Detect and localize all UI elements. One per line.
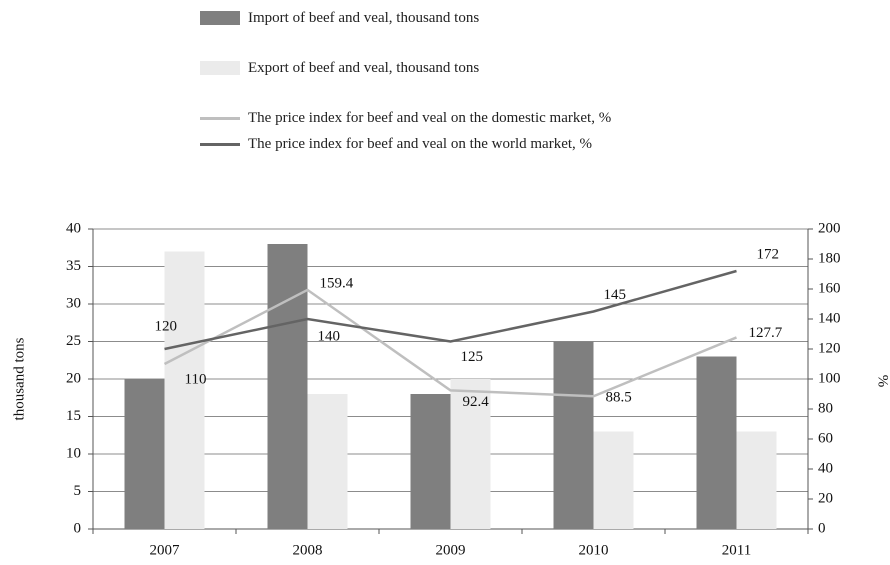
y-tick-label: 20 [66,370,81,386]
y2-tick-label: 200 [818,220,841,236]
data-label: 127.7 [749,325,783,341]
y-axis-label: thousand tons [11,337,27,420]
data-label: 172 [757,246,780,262]
legend-label: Export of beef and veal, thousand tons [248,60,480,76]
bar [124,379,165,529]
legend-label: Import of beef and veal, thousand tons [248,10,480,26]
y2-tick-label: 0 [818,520,826,536]
data-label: 125 [461,349,484,365]
legend-label: The price index for beef and veal on the… [248,110,612,126]
y2-tick-label: 140 [818,310,841,326]
y2-tick-label: 80 [818,400,833,416]
y2-tick-label: 180 [818,250,841,266]
legend-swatch [200,143,240,146]
x-tick-label: 2007 [150,542,181,558]
data-label: 88.5 [606,390,632,406]
y2-tick-label: 20 [818,490,833,506]
data-label: 140 [318,328,341,344]
data-label: 120 [155,318,178,334]
y2-tick-label: 120 [818,340,841,356]
bar [553,341,594,529]
x-tick-label: 2011 [722,542,751,558]
legend-item: The price index for beef and veal on the… [200,108,720,128]
bar [267,244,308,529]
y2-tick-label: 160 [818,280,841,296]
y2-tick-label: 40 [818,460,833,476]
legend-item: Export of beef and veal, thousand tons [200,58,720,78]
y2-axis-label: % [875,375,890,388]
data-label: 110 [185,371,207,387]
y2-tick-label: 60 [818,430,833,446]
legend-item: Import of beef and veal, thousand tons [200,8,720,28]
bar [164,251,205,529]
y-tick-label: 35 [66,258,81,274]
legend-swatch [200,61,240,75]
line [163,288,737,398]
bar [450,379,491,529]
y-tick-label: 5 [74,483,82,499]
y-tick-label: 30 [66,295,81,311]
line [164,269,737,351]
x-tick-label: 2009 [436,542,466,558]
bar [696,356,737,529]
legend: Import of beef and veal, thousand tons Ex… [200,8,720,160]
legend-item: The price index for beef and veal on the… [200,134,720,154]
y2-tick-label: 100 [818,370,841,386]
legend-swatch [200,117,240,120]
x-tick-label: 2010 [579,542,609,558]
bar [736,431,777,529]
y-tick-label: 40 [66,220,81,236]
bar [593,431,634,529]
y-tick-label: 10 [66,445,81,461]
y-tick-label: 0 [74,520,82,536]
data-label: 92.4 [463,394,490,410]
legend-swatch [200,11,240,25]
y-tick-label: 25 [66,333,81,349]
y-tick-label: 15 [66,408,81,424]
bar [410,394,451,529]
x-tick-label: 2008 [293,542,323,558]
data-label: 159.4 [320,275,354,291]
data-label: 145 [604,287,627,303]
legend-label: The price index for beef and veal on the… [248,136,593,152]
bar [307,394,348,529]
